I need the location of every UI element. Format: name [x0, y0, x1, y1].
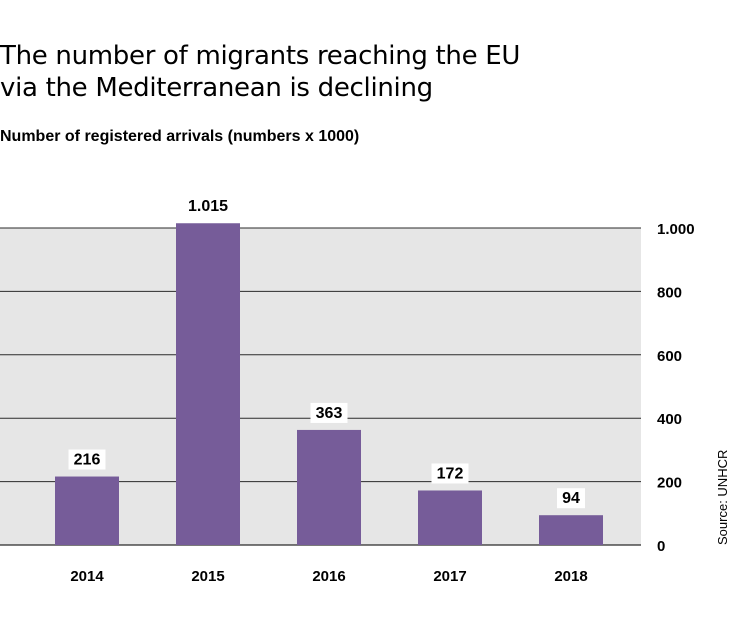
bar-2015: [176, 223, 240, 545]
bar-2016: [297, 429, 361, 545]
y-tick-label-0: 0: [657, 538, 665, 555]
bar-2017: [418, 490, 482, 545]
chart-title: The number of migrants reaching the EU v…: [0, 40, 600, 104]
chart-subtitle: Number of registered arrivals (numbers x…: [0, 128, 360, 145]
chart-title-line-1: The number of migrants reaching the EU: [0, 41, 521, 71]
x-tick-label-2017: 2017: [433, 568, 466, 585]
value-label-2018: 94: [562, 490, 580, 507]
bars: [55, 223, 603, 545]
value-label-bg-2015: [180, 196, 236, 217]
y-tick-label-1000: 1.000: [657, 221, 695, 238]
y-tick-label-600: 600: [657, 348, 682, 365]
y-tick-label-400: 400: [657, 411, 682, 428]
chart-title-line-2: via the Mediterranean is declining: [0, 73, 433, 103]
value-label-bg-2018: [557, 488, 585, 509]
x-tick-label-2015: 2015: [191, 568, 224, 585]
value-label-bg-2017: [431, 463, 469, 484]
bar-2014: [55, 476, 119, 545]
value-label-2017: 172: [437, 465, 464, 482]
value-label-2016: 363: [316, 405, 343, 422]
y-tick-label-800: 800: [657, 284, 682, 301]
value-label-2015: 1.015: [188, 198, 228, 215]
value-label-2014: 216: [74, 452, 101, 469]
x-tick-label-2014: 2014: [70, 568, 104, 585]
source-note: Source: UNHCR: [715, 449, 730, 545]
y-tick-label-200: 200: [657, 475, 682, 492]
x-tick-label-2018: 2018: [554, 568, 587, 585]
x-axis-tick-labels: 2014 2015 2016 2017 2018: [70, 568, 587, 585]
y-axis-tick-labels: 0 200 400 600 800 1.000: [657, 221, 695, 555]
x-tick-label-2016: 2016: [312, 568, 345, 585]
bar-2018: [539, 515, 603, 545]
value-labels: 216 1.015 363 172 94: [68, 196, 585, 509]
value-label-bg-2014: [68, 449, 106, 470]
value-label-bg-2016: [310, 402, 348, 423]
